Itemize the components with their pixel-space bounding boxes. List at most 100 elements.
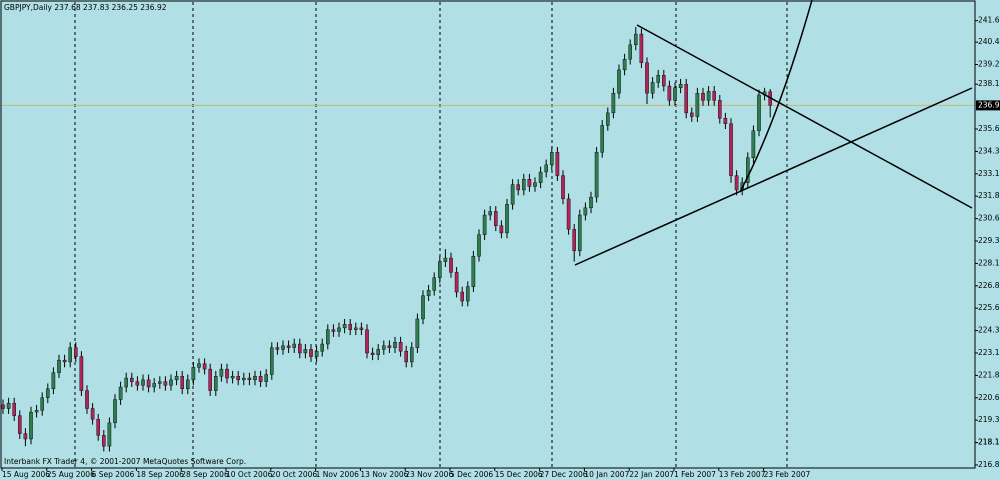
candle-body: [219, 368, 224, 377]
x-tick-label: 10 Oct 2006: [226, 470, 273, 479]
candle-body: [454, 272, 459, 293]
candle-body: [628, 44, 632, 60]
candle-body: [449, 257, 453, 273]
candle-body: [706, 91, 711, 101]
candle-body: [746, 157, 750, 183]
y-tick-label: 224.35: [978, 326, 1000, 335]
plot: [1, 26, 975, 452]
last-price-label: 236.92: [978, 100, 1000, 109]
candle-body: [73, 347, 78, 357]
candle-body: [712, 91, 716, 101]
candle-body: [376, 349, 381, 355]
candle-body: [499, 225, 504, 234]
candle-body: [185, 379, 190, 390]
y-tick-label: 221.85: [978, 370, 1000, 379]
candle-body: [561, 175, 565, 200]
candle-body: [286, 345, 291, 348]
candle-body: [365, 329, 369, 354]
candle-body: [550, 152, 554, 166]
candle-body: [85, 390, 89, 409]
candle-body: [533, 182, 537, 187]
candle-body: [57, 359, 61, 373]
x-tick-label: 15 Aug 2006: [2, 470, 50, 479]
candle-body: [572, 229, 576, 252]
candle-body: [589, 196, 593, 209]
candle-body: [656, 75, 660, 83]
candle-body: [421, 295, 425, 320]
candle-body: [247, 377, 252, 381]
candle-body: [174, 376, 179, 381]
candle-body: [124, 377, 128, 388]
copyright: Interbank FX Trader 4, © 2001-2007 MetaQ…: [4, 457, 246, 466]
candle-body: [426, 290, 431, 296]
candle-body: [208, 368, 213, 391]
candle-body: [326, 329, 330, 345]
candle-body: [398, 342, 403, 352]
candle-body: [40, 397, 44, 411]
y-tick-label: 231.85: [978, 191, 1000, 200]
candle-body: [197, 363, 201, 368]
candle-body: [678, 84, 683, 89]
x-tick-label: 25 Aug 2006: [47, 470, 95, 479]
candle-body: [342, 324, 347, 329]
candle-body: [701, 92, 705, 101]
candle-body: [594, 152, 599, 198]
candle-body: [734, 175, 739, 191]
candle-body: [617, 69, 621, 94]
candle-body: [157, 381, 162, 384]
candle-body: [180, 376, 185, 390]
y-tick-label: 226.85: [978, 281, 1000, 290]
y-tick-label: 240.45: [978, 37, 1000, 46]
candle-body: [494, 211, 498, 226]
candle-body: [566, 198, 571, 230]
candle-body: [51, 372, 56, 390]
candle-body: [331, 329, 336, 332]
candle-body: [213, 376, 218, 391]
candle-body: [96, 419, 100, 436]
candle-body: [404, 350, 409, 363]
y-tick-label: 219.35: [978, 415, 1000, 424]
candle-body: [292, 343, 297, 348]
y-tick-label: 239.2: [978, 60, 1000, 69]
candle-body: [443, 257, 448, 262]
x-tick-label: 28 Sep 2006: [181, 470, 229, 479]
candle-body: [141, 379, 145, 386]
candle-body: [298, 343, 302, 354]
y-tick-label: 234.35: [978, 146, 1000, 155]
trend-line: [574, 87, 973, 266]
y-tick-label: 216.85: [978, 460, 1000, 469]
candle-body: [258, 376, 263, 382]
candle-body: [253, 376, 257, 381]
y-tick-label: 225.60: [978, 303, 1000, 312]
candle-body: [522, 178, 526, 191]
candle-body: [583, 207, 588, 216]
candle-body: [538, 171, 543, 183]
candle-body: [101, 435, 106, 447]
candle-body: [382, 345, 386, 350]
candle-body: [718, 100, 722, 119]
candle-body: [309, 349, 313, 357]
candle-body: [650, 82, 655, 94]
candle-body: [314, 350, 319, 357]
trend-line: [636, 24, 973, 209]
candle-body: [68, 347, 72, 363]
candle-body: [611, 92, 616, 114]
candle-body: [516, 184, 520, 191]
candle-body: [163, 381, 168, 386]
candle-body: [438, 261, 442, 278]
candle-body: [241, 377, 246, 381]
candle-body: [510, 184, 515, 205]
candle-body: [757, 94, 761, 132]
y-tick-label: 229.35: [978, 236, 1000, 245]
y-tick-label: 238.10: [978, 79, 1000, 88]
y-tick-label: 218.1: [978, 438, 1000, 447]
x-tick-label: 20 Oct 2006: [271, 470, 318, 479]
candle-body: [471, 256, 476, 287]
x-tick-label: 13 Feb 2007: [719, 470, 766, 479]
candle-body: [723, 118, 728, 124]
y-tick-label: 233.1: [978, 169, 1000, 178]
x-tick-label: 18 Sep 2006: [136, 470, 184, 479]
candle-body: [191, 367, 196, 381]
